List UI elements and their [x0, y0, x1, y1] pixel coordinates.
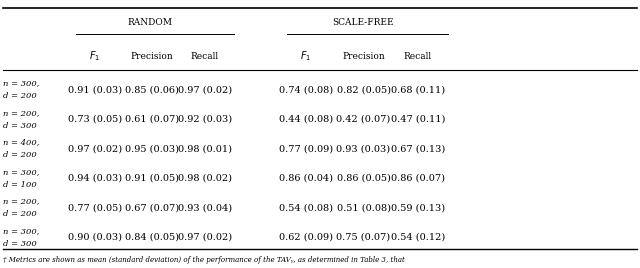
Text: n = 300,: n = 300,: [3, 79, 40, 87]
Text: $F_1$: $F_1$: [300, 49, 312, 63]
Text: 0.86 (0.07): 0.86 (0.07): [391, 174, 445, 183]
Text: 0.98 (0.02): 0.98 (0.02): [178, 174, 232, 183]
Text: d = 300: d = 300: [3, 240, 37, 248]
Text: n = 400,: n = 400,: [3, 138, 40, 146]
Text: n = 200,: n = 200,: [3, 197, 40, 205]
Text: 0.86 (0.05): 0.86 (0.05): [337, 174, 390, 183]
Text: 0.44 (0.08): 0.44 (0.08): [279, 115, 333, 124]
Text: 0.98 (0.01): 0.98 (0.01): [178, 144, 232, 153]
Text: 0.92 (0.03): 0.92 (0.03): [178, 115, 232, 124]
Text: Precision: Precision: [342, 52, 385, 61]
Text: n = 300,: n = 300,: [3, 168, 40, 176]
Text: 0.94 (0.03): 0.94 (0.03): [68, 174, 122, 183]
Text: 0.67 (0.07): 0.67 (0.07): [125, 203, 179, 212]
Text: d = 200: d = 200: [3, 92, 37, 100]
Text: 0.68 (0.11): 0.68 (0.11): [391, 85, 445, 94]
Text: 0.95 (0.03): 0.95 (0.03): [125, 144, 179, 153]
Text: 0.62 (0.09): 0.62 (0.09): [279, 233, 333, 242]
Text: 0.91 (0.03): 0.91 (0.03): [68, 85, 122, 94]
Text: 0.97 (0.02): 0.97 (0.02): [178, 85, 232, 94]
Text: 0.93 (0.04): 0.93 (0.04): [178, 203, 232, 212]
Text: n = 200,: n = 200,: [3, 109, 40, 117]
Text: 0.51 (0.08): 0.51 (0.08): [337, 203, 390, 212]
Text: 0.93 (0.03): 0.93 (0.03): [337, 144, 390, 153]
Text: † Metrics are shown as mean (standard deviation) of the performance of the TAVᵧ,: † Metrics are shown as mean (standard de…: [3, 256, 405, 265]
Text: Recall: Recall: [191, 52, 219, 61]
Text: 0.54 (0.08): 0.54 (0.08): [279, 203, 333, 212]
Text: RANDOM: RANDOM: [127, 18, 172, 27]
Text: d = 200: d = 200: [3, 210, 37, 218]
Text: 0.75 (0.07): 0.75 (0.07): [337, 233, 390, 242]
Text: 0.97 (0.02): 0.97 (0.02): [178, 233, 232, 242]
Text: 0.90 (0.03): 0.90 (0.03): [68, 233, 122, 242]
Text: 0.85 (0.06): 0.85 (0.06): [125, 85, 179, 94]
Text: d = 300: d = 300: [3, 122, 37, 130]
Text: 0.84 (0.05): 0.84 (0.05): [125, 233, 179, 242]
Text: n = 300,: n = 300,: [3, 227, 40, 235]
Text: 0.77 (0.09): 0.77 (0.09): [279, 144, 333, 153]
Text: 0.47 (0.11): 0.47 (0.11): [391, 115, 445, 124]
Text: d = 100: d = 100: [3, 181, 37, 189]
Text: 0.42 (0.07): 0.42 (0.07): [337, 115, 390, 124]
Text: SCALE-FREE: SCALE-FREE: [332, 18, 394, 27]
Text: 0.67 (0.13): 0.67 (0.13): [391, 144, 445, 153]
Text: 0.86 (0.04): 0.86 (0.04): [279, 174, 333, 183]
Text: 0.74 (0.08): 0.74 (0.08): [279, 85, 333, 94]
Text: 0.73 (0.05): 0.73 (0.05): [68, 115, 122, 124]
Text: Recall: Recall: [404, 52, 432, 61]
Text: 0.91 (0.05): 0.91 (0.05): [125, 174, 179, 183]
Text: 0.61 (0.07): 0.61 (0.07): [125, 115, 179, 124]
Text: 0.54 (0.12): 0.54 (0.12): [391, 233, 445, 242]
Text: Precision: Precision: [131, 52, 173, 61]
Text: 0.82 (0.05): 0.82 (0.05): [337, 85, 390, 94]
Text: d = 200: d = 200: [3, 151, 37, 159]
Text: $F_1$: $F_1$: [89, 49, 100, 63]
Text: 0.97 (0.02): 0.97 (0.02): [68, 144, 122, 153]
Text: 0.59 (0.13): 0.59 (0.13): [391, 203, 445, 212]
Text: 0.77 (0.05): 0.77 (0.05): [68, 203, 122, 212]
